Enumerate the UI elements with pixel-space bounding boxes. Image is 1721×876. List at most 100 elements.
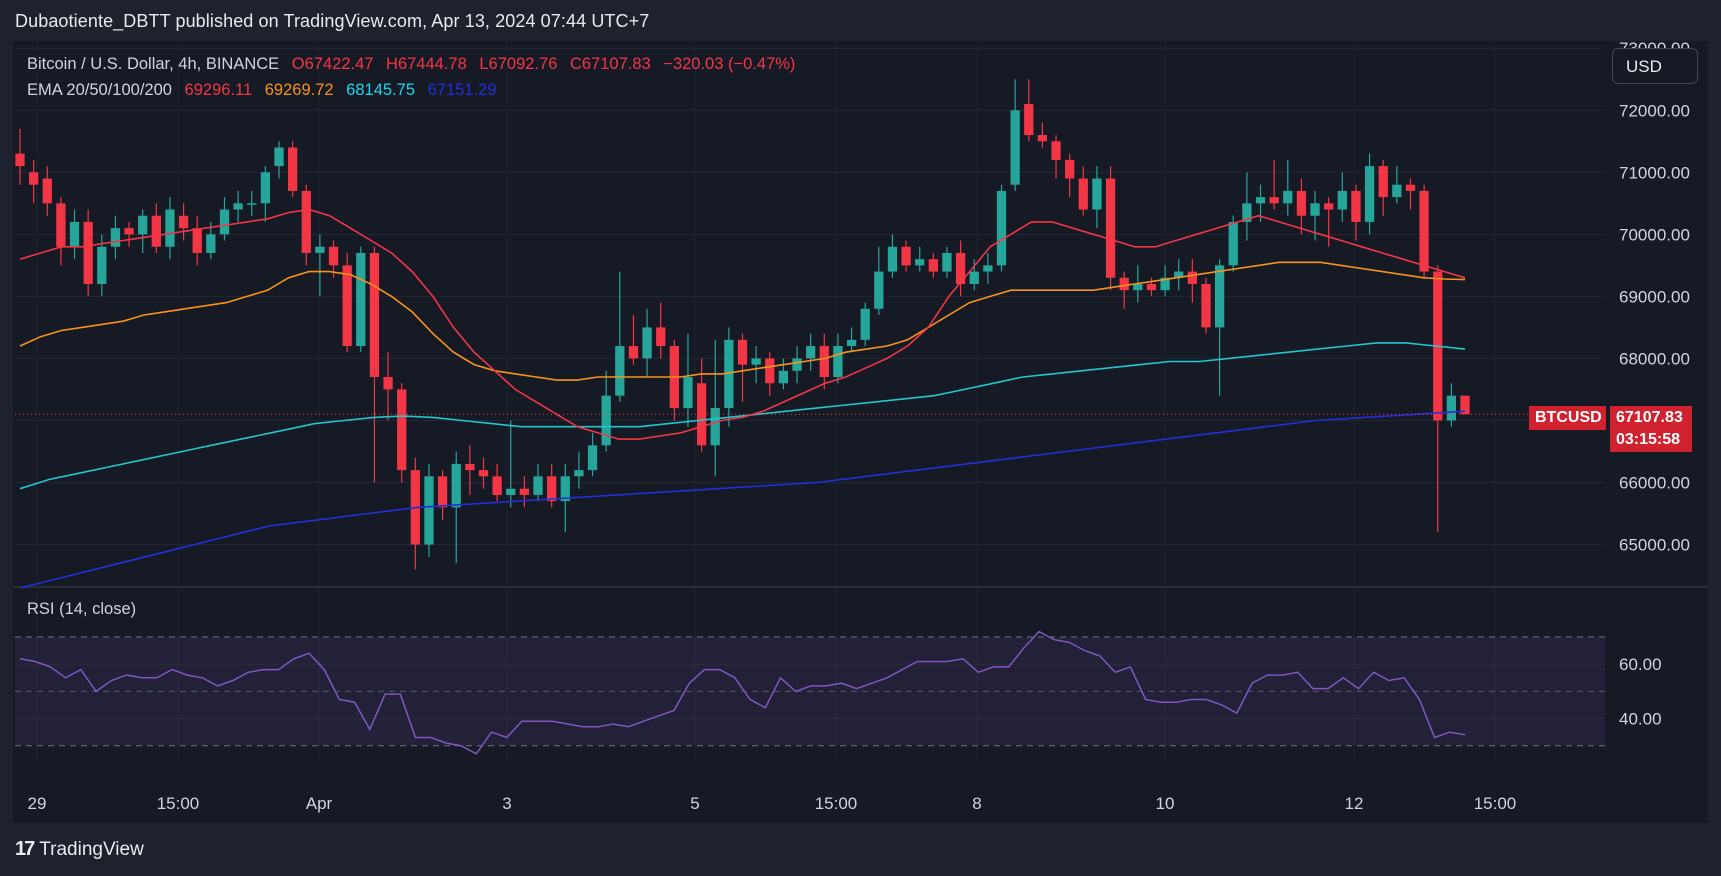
ohlc-change: −320.03 (−0.47%) <box>663 55 796 73</box>
candle-up <box>792 358 802 371</box>
time-tick-label: 5 <box>690 794 699 813</box>
price-tick-label: 72000.00 <box>1619 101 1690 120</box>
ema20-value: 69296.11 <box>184 81 253 99</box>
candle-down <box>901 246 911 266</box>
candle-down <box>1078 178 1088 210</box>
candle-up <box>1364 166 1375 222</box>
candle-down <box>1065 159 1075 179</box>
candle-down <box>465 463 475 471</box>
time-tick-label: 10 <box>1156 794 1175 813</box>
ema20-line <box>19 208 1466 440</box>
price-tick-label: 71000.00 <box>1619 163 1690 182</box>
candle-up <box>206 234 216 253</box>
candle-down <box>696 383 707 446</box>
time-tick-label: 15:00 <box>1474 794 1517 813</box>
ema100-value: 68145.75 <box>346 81 415 99</box>
candle-down <box>369 252 380 378</box>
candle-up <box>451 463 461 508</box>
candle-down <box>1051 141 1061 160</box>
candle-down <box>178 215 189 229</box>
candle-down <box>1024 104 1034 136</box>
time-tick-label: 8 <box>972 794 981 813</box>
candle-down <box>1351 190 1361 222</box>
candle-up <box>1255 197 1266 204</box>
candle-up <box>724 339 734 409</box>
candle-up <box>506 488 516 495</box>
candle-down <box>1324 203 1334 210</box>
candle-down <box>1187 271 1197 284</box>
candle-down <box>83 221 93 284</box>
candle-down <box>519 488 530 495</box>
ema200-line <box>19 410 1466 589</box>
candle-down <box>56 203 66 247</box>
candle-down <box>28 172 39 185</box>
candle-up <box>1310 203 1320 216</box>
candle-down <box>478 470 489 477</box>
candle-down <box>288 147 298 191</box>
candle-up <box>1092 178 1102 210</box>
candle-down <box>1460 395 1470 415</box>
price-tick-label: 68000.00 <box>1619 349 1690 368</box>
tradingview-icon: 17 <box>15 838 35 860</box>
candle-down <box>1419 190 1429 272</box>
ema100-line <box>19 342 1466 490</box>
last-price-tag: 67107.83 <box>1610 406 1692 430</box>
candle-down <box>192 228 202 253</box>
candle-up <box>1446 395 1457 421</box>
price-tick-label: 66000.00 <box>1619 474 1690 493</box>
candle-up <box>1242 203 1252 222</box>
ema50-line <box>19 261 1466 381</box>
ema200-value: 67151.29 <box>427 81 497 99</box>
candle-up <box>97 246 107 284</box>
candle-up <box>424 476 434 545</box>
candle-down <box>1119 277 1129 291</box>
ema-title[interactable]: EMA 20/50/100/200 <box>27 81 172 99</box>
candle-down <box>955 252 966 284</box>
tradingview-logo[interactable]: 17 TradingView <box>15 838 144 861</box>
candle-up <box>274 147 284 167</box>
candle-up <box>887 246 898 272</box>
currency-button[interactable]: USD <box>1612 48 1698 84</box>
candle-up <box>1337 190 1347 210</box>
rsi-line <box>19 630 1466 755</box>
candle-down <box>15 153 25 167</box>
candle-down <box>328 246 339 266</box>
candle-up <box>533 476 543 495</box>
candle-up <box>833 346 843 378</box>
price-tick-label: 70000.00 <box>1619 225 1690 244</box>
candle-down <box>1296 190 1307 216</box>
candle-down <box>547 476 557 502</box>
ohlc-high: H67444.78 <box>386 55 467 73</box>
candle-up <box>615 346 625 396</box>
candle-up <box>601 395 611 446</box>
rsi-title[interactable]: RSI (14, close) <box>27 600 137 618</box>
candle-up <box>315 246 325 253</box>
candle-up <box>1010 110 1020 185</box>
candle-up <box>778 370 789 384</box>
candle-up <box>915 259 925 266</box>
candle-up <box>219 209 230 235</box>
candle-up <box>356 252 366 347</box>
candle-up <box>1283 190 1293 204</box>
candle-down <box>301 190 311 253</box>
candle-up <box>260 172 271 204</box>
symbol-title[interactable]: Bitcoin / U.S. Dollar, 4h, BINANCE <box>27 55 280 73</box>
candle-up <box>996 190 1007 266</box>
symbol-price-tag: BTCUSD <box>1529 406 1606 430</box>
ema-legend: EMA 20/50/100/200 69296.11 69269.72 6814… <box>27 81 504 100</box>
candle-down <box>1146 283 1157 291</box>
ohlc-low: L67092.76 <box>479 55 558 73</box>
candle-down <box>1405 184 1416 191</box>
candle-up <box>751 358 761 365</box>
candle-up <box>874 271 884 309</box>
candle-up <box>247 203 257 205</box>
candle-up <box>846 339 857 347</box>
candle-up <box>1228 221 1238 266</box>
time-tick-label: 3 <box>502 794 511 813</box>
ohlc-open: O67422.47 <box>291 55 374 73</box>
candle-down <box>397 389 407 471</box>
countdown-tag: 03:15:58 <box>1610 428 1692 452</box>
rsi-tick-label: 40.00 <box>1619 710 1662 729</box>
candle-up <box>69 221 80 247</box>
